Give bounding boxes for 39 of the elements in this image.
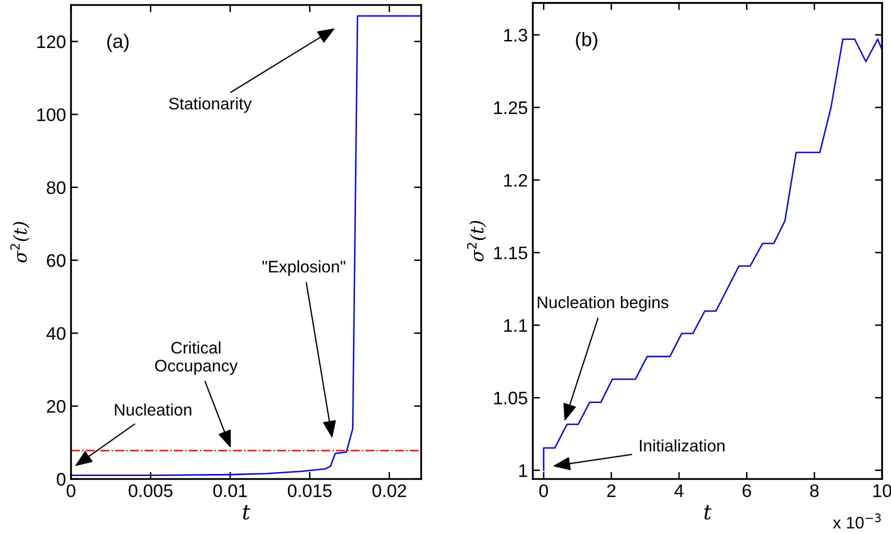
y-tick-label: 1.2 (504, 174, 528, 187)
x-tick-label: 10 (873, 484, 891, 498)
y-tick-label: 1.1 (504, 319, 528, 332)
x-tick-label: 0.01 (213, 484, 247, 498)
x-tick-label: 8 (810, 484, 819, 498)
annotation: Stationarity (169, 97, 252, 113)
annotation: Nucleation begins (538, 296, 668, 312)
annotation: (b) (576, 32, 598, 50)
annotation: Critical Occupancy (155, 341, 238, 375)
y-tick-label: 60 (46, 254, 66, 267)
y-tick-label: 80 (46, 181, 66, 194)
x-tick-label: 6 (742, 484, 751, 498)
x-tick-label: 0.02 (372, 484, 406, 498)
x-axis-title: t (704, 505, 712, 520)
annotation: Initialization (640, 439, 724, 452)
y-tick-label: 1.05 (494, 392, 528, 404)
x-tick-label: 0.015 (288, 484, 332, 498)
x-tick-label: 4 (674, 484, 684, 497)
y-tick-label: 1 (519, 464, 528, 477)
annotation: (a) (107, 34, 129, 52)
x-tick-label: 0 (66, 484, 76, 498)
x-tick-label: 2 (607, 484, 616, 497)
line-series (71, 15, 422, 476)
y-tick-label: 0 (56, 472, 66, 486)
y-tick-label: 20 (46, 400, 66, 413)
y-axis-title: σ$^{2}$(t) (10, 222, 30, 262)
x-axis-title: t (243, 505, 250, 520)
x-tick-label: 0 (539, 484, 548, 498)
y-tick-label: 1.3 (504, 28, 528, 42)
y-tick-label: 100 (37, 108, 66, 122)
y-tick-label: 1.25 (494, 101, 528, 114)
annotation: Nucleation (114, 403, 192, 416)
y-tick-label: 120 (37, 35, 66, 48)
annotation: "Explosion" (262, 260, 346, 276)
y-tick-label: 1.15 (494, 246, 528, 260)
y-axis-title: σ$^{2}$(t) (467, 220, 486, 262)
x-tick-label: 0.005 (128, 484, 172, 498)
text: x 10$^{−3}$ (832, 513, 881, 529)
y-tick-label: 40 (46, 327, 66, 340)
